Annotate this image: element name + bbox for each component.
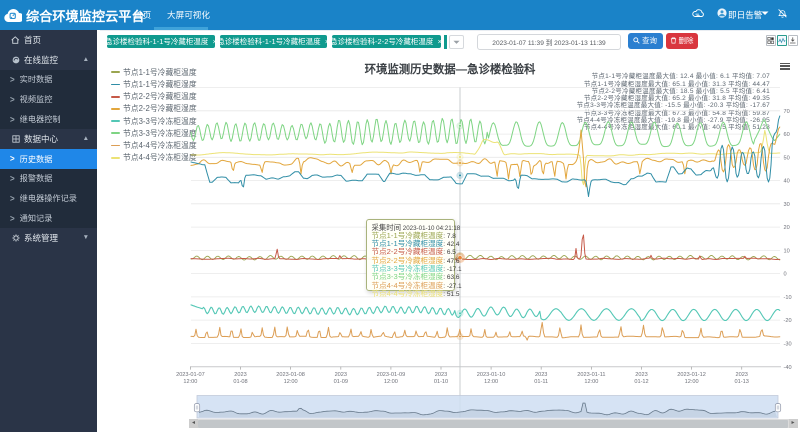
svg-text:2023: 2023	[635, 372, 647, 378]
svg-text:2023: 2023	[335, 372, 347, 378]
svg-text:01-09: 01-09	[334, 379, 348, 385]
svg-text:0: 0	[784, 272, 787, 278]
svg-text:-10: -10	[784, 295, 792, 301]
svg-text:70: 70	[784, 109, 790, 115]
svg-text:-40: -40	[784, 365, 792, 371]
svg-text:2023-01-09: 2023-01-09	[377, 372, 406, 378]
svg-text:2023-01-08: 2023-01-08	[276, 372, 305, 378]
svg-text:2023: 2023	[435, 372, 447, 378]
svg-text:2023-01-11: 2023-01-11	[577, 372, 605, 378]
svg-text:12:00: 12:00	[384, 379, 398, 385]
svg-text:2023: 2023	[535, 372, 547, 378]
svg-text:60: 60	[784, 132, 790, 138]
svg-text:2023: 2023	[735, 372, 747, 378]
svg-text:-20: -20	[784, 318, 792, 324]
svg-text:01-11: 01-11	[534, 379, 548, 385]
svg-text:12:00: 12:00	[685, 379, 699, 385]
svg-text:2023: 2023	[234, 372, 246, 378]
svg-text:01-12: 01-12	[634, 379, 648, 385]
svg-text:2023-01-12: 2023-01-12	[677, 372, 706, 378]
svg-text:12:00: 12:00	[584, 379, 598, 385]
svg-text:12:00: 12:00	[484, 379, 498, 385]
svg-text:20: 20	[784, 225, 790, 231]
svg-text:01-08: 01-08	[233, 379, 247, 385]
svg-text:-30: -30	[784, 342, 792, 348]
svg-text:10: 10	[784, 249, 790, 255]
svg-text:40: 40	[784, 179, 790, 185]
svg-text:50: 50	[784, 155, 790, 161]
svg-text:01-13: 01-13	[735, 379, 749, 385]
svg-text:01-10: 01-10	[434, 379, 448, 385]
svg-text:30: 30	[784, 202, 790, 208]
svg-text:12:00: 12:00	[284, 379, 298, 385]
svg-text:2023-01-10: 2023-01-10	[477, 372, 506, 378]
svg-text:2023-01-07: 2023-01-07	[176, 372, 205, 378]
svg-text:12:00: 12:00	[183, 379, 197, 385]
